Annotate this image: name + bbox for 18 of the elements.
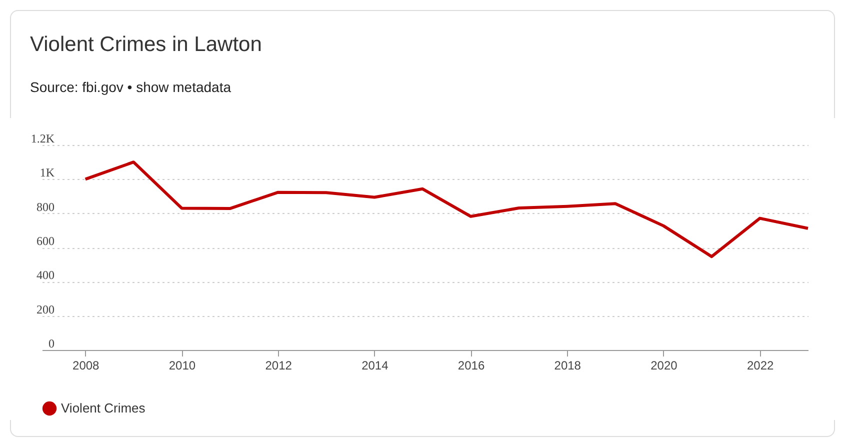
x-tick-label: 2014 [362,358,389,372]
y-tick-label: 800 [36,200,54,214]
x-tick-label: 2008 [72,358,100,372]
chart-title: Violent Crimes in Lawton [30,33,262,57]
y-tick-label: 200 [36,302,54,316]
x-tick-label: 2018 [554,358,582,372]
y-tick-label: 0 [48,336,54,350]
x-tick-label: 2016 [458,358,485,372]
y-tick-label: 1.2K [30,132,55,146]
y-tick-label: 1K [40,166,55,180]
legend-label: Violent Crimes [61,400,146,416]
chart-subtitle: Source: fbi.gov • show metadata [30,79,232,95]
x-tick-label: 2012 [265,358,292,372]
x-tick-label: 2010 [168,358,196,372]
y-tick-label: 400 [36,268,54,282]
y-tick-label: 600 [36,234,54,248]
x-tick-label: 2020 [650,358,678,372]
x-tick-label: 2022 [746,358,774,372]
